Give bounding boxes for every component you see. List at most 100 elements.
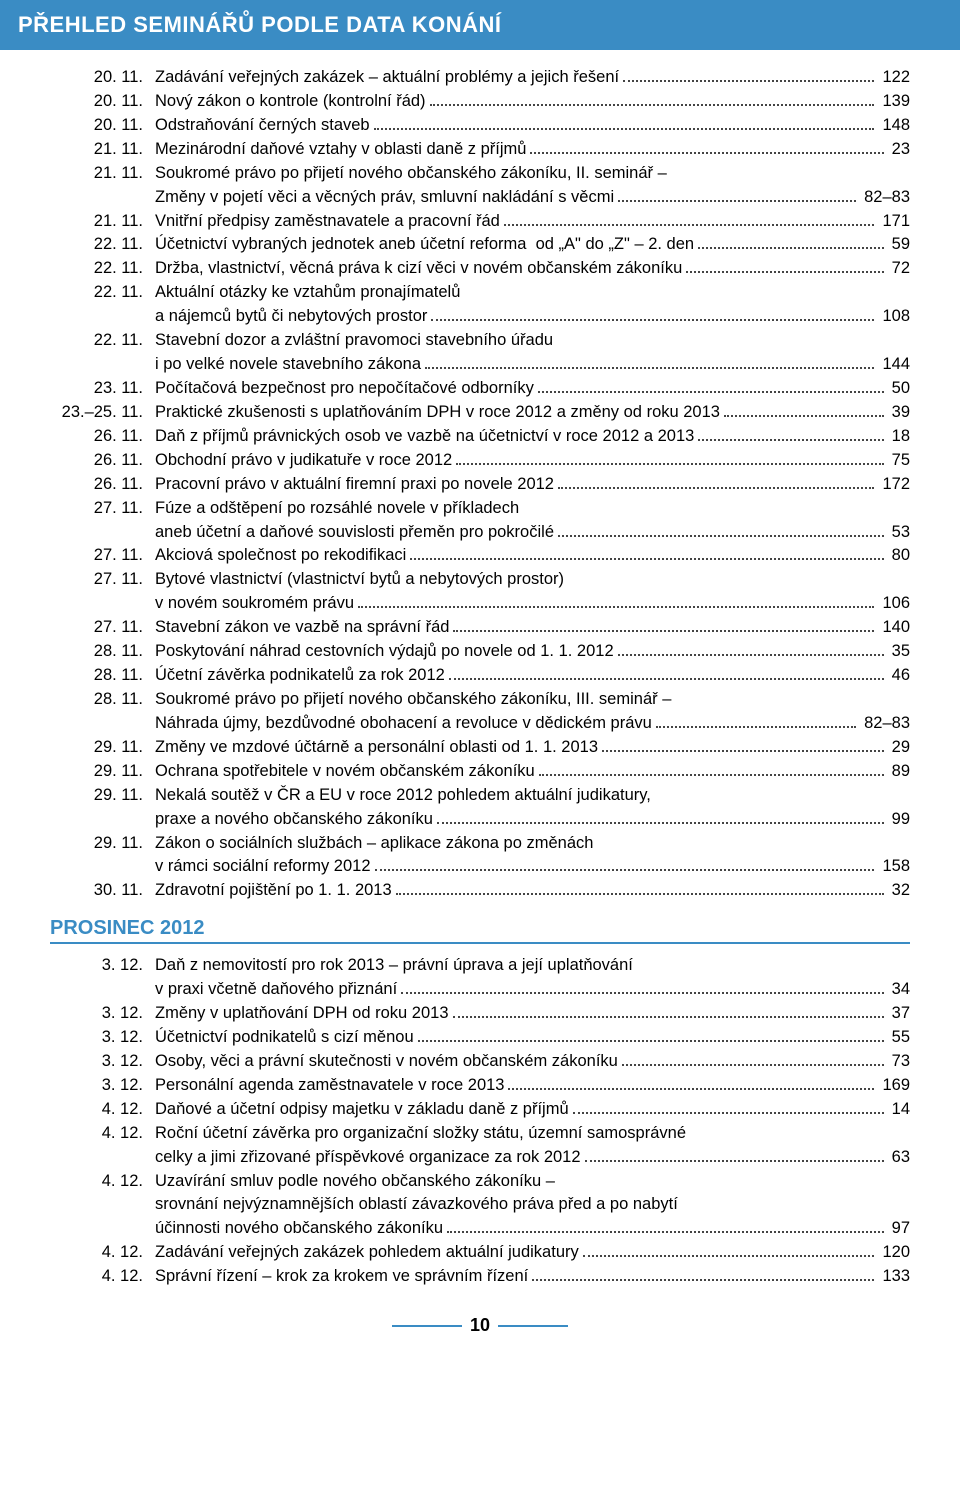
toc-entry-line: v praxi včetně daňového přiznání34: [155, 978, 910, 1002]
toc-entry-text: Osoby, věci a právní skutečnosti v novém…: [155, 1050, 910, 1074]
toc-entry-title: Mezinárodní daňové vztahy v oblasti daně…: [155, 138, 526, 162]
toc-entry-title: Zadávání veřejných zakázek – aktuální pr…: [155, 66, 619, 90]
toc-entry-page: 139: [878, 90, 910, 114]
toc-entry-page: 122: [878, 66, 910, 90]
toc-entry-title: Personální agenda zaměstnavatele v roce …: [155, 1074, 504, 1098]
toc-entry-date: 22. 11.: [50, 329, 155, 377]
toc-entry-line: v rámci sociální reformy 2012158: [155, 855, 910, 879]
toc-entry: 23. 11.Počítačová bezpečnost pro nepočít…: [50, 377, 910, 401]
toc-entry-line: Správní řízení – krok za krokem ve správ…: [155, 1265, 910, 1289]
toc-entry-date: 22. 11.: [50, 257, 155, 281]
toc-entry-date: 21. 11.: [50, 138, 155, 162]
toc-entry-page: 140: [878, 616, 910, 640]
toc-entry-line: Daň z příjmů právnických osob ve vazbě n…: [155, 425, 910, 449]
footer-rule-right: [498, 1325, 568, 1327]
toc-entry-title: Stavební dozor a zvláštní pravomoci stav…: [155, 329, 553, 353]
toc-entry-page: 144: [878, 353, 910, 377]
toc-leader: [583, 1242, 875, 1257]
toc-entry-text: Mezinárodní daňové vztahy v oblasti daně…: [155, 138, 910, 162]
toc-entry-line: Osoby, věci a právní skutečnosti v novém…: [155, 1050, 910, 1074]
toc-leader: [538, 378, 884, 393]
toc-entry-date: 28. 11.: [50, 664, 155, 688]
toc-entry-text: Účetní závěrka podnikatelů za rok 201246: [155, 664, 910, 688]
toc-entry: 20. 11.Zadávání veřejných zakázek – aktu…: [50, 66, 910, 90]
toc-entry-title: Změny v pojetí věci a věcných práv, smlu…: [155, 186, 614, 210]
toc-entry-text: Nový zákon o kontrole (kontrolní řád)139: [155, 90, 910, 114]
toc-leader: [622, 1051, 884, 1066]
toc-entry-line: Držba, vlastnictví, věcná práva k cizí v…: [155, 257, 910, 281]
toc-entry-text: Počítačová bezpečnost pro nepočítačové o…: [155, 377, 910, 401]
toc-leader: [539, 761, 884, 776]
toc-entry-line: Nový zákon o kontrole (kontrolní řád)139: [155, 90, 910, 114]
toc-entry-title: Nekalá soutěž v ČR a EU v roce 2012 pohl…: [155, 784, 651, 808]
toc-entry-text: Soukromé právo po přijetí nového občansk…: [155, 688, 910, 736]
toc-entry-text: Stavební dozor a zvláštní pravomoci stav…: [155, 329, 910, 377]
toc-entry-date: 4. 12.: [50, 1265, 155, 1289]
toc-entry: 26. 11.Pracovní právo v aktuální firemní…: [50, 473, 910, 497]
toc-entry-line: Stavební zákon ve vazbě na správní řád14…: [155, 616, 910, 640]
toc-entry-page: 34: [888, 978, 910, 1002]
toc-leader: [573, 1099, 884, 1114]
toc-entry-date: 29. 11.: [50, 784, 155, 832]
toc-leader: [532, 1266, 874, 1281]
toc-entry-line: Vnitřní předpisy zaměstnavatele a pracov…: [155, 210, 910, 234]
toc-leader: [396, 881, 884, 896]
toc-entry-date: 20. 11.: [50, 114, 155, 138]
toc-entry-line: praxe a nového občanského zákoníku99: [155, 808, 910, 832]
toc-entry-line: Aktuální otázky ke vztahům pronajímatelů: [155, 281, 910, 305]
toc-entry-title: v novém soukromém právu: [155, 592, 354, 616]
toc-entry-title: Osoby, věci a právní skutečnosti v novém…: [155, 1050, 618, 1074]
toc-entry-title: Náhrada újmy, bezdůvodné obohacení a rev…: [155, 712, 652, 736]
toc-entry: 27. 11.Fúze a odštěpení po rozsáhlé nove…: [50, 497, 910, 545]
toc-entry: 28. 11.Poskytování náhrad cestovních výd…: [50, 640, 910, 664]
toc-entry-line: účinnosti nového občanského zákoníku97: [155, 1217, 910, 1241]
toc-entry-page: 37: [888, 1002, 910, 1026]
toc-entry-title: Soukromé právo po přijetí nového občansk…: [155, 162, 667, 186]
toc-entry-title: srovnání nejvýznamnějších oblastí závazk…: [155, 1193, 678, 1217]
toc-entry-title: Uzavírání smluv podle nového občanského …: [155, 1170, 555, 1194]
toc-entry-text: Praktické zkušenosti s uplatňováním DPH …: [155, 401, 910, 425]
toc-entry-date: 29. 11.: [50, 832, 155, 880]
toc-entry-title: Správní řízení – krok za krokem ve správ…: [155, 1265, 528, 1289]
toc-entry: 26. 11.Daň z příjmů právnických osob ve …: [50, 425, 910, 449]
toc-entry-line: celky a jimi zřizované příspěvkové organ…: [155, 1146, 910, 1170]
toc-entry-date: 28. 11.: [50, 640, 155, 664]
toc-entry: 27. 11.Stavební zákon ve vazbě na správn…: [50, 616, 910, 640]
toc-entry-text: Akciová společnost po rekodifikaci80: [155, 544, 910, 568]
toc-leader: [698, 235, 884, 250]
page-header-title: PŘEHLED SEMINÁŘŮ PODLE DATA KONÁNÍ: [18, 12, 502, 37]
toc-entry-page: 169: [878, 1074, 910, 1098]
toc-entry-title: účinnosti nového občanského zákoníku: [155, 1217, 443, 1241]
toc-entry-line: Změny ve mzdové účtárně a personální obl…: [155, 736, 910, 760]
toc-entry: 22. 11.Účetnictví vybraných jednotek ane…: [50, 233, 910, 257]
toc-leader: [508, 1075, 874, 1090]
toc-entry-line: Uzavírání smluv podle nového občanského …: [155, 1170, 910, 1194]
toc-entry-title: Fúze a odštěpení po rozsáhlé novele v př…: [155, 497, 519, 521]
toc-entry-line: Zadávání veřejných zakázek – aktuální pr…: [155, 66, 910, 90]
toc-leader: [558, 522, 884, 537]
toc-leader: [558, 474, 874, 489]
toc-entry-text: Pracovní právo v aktuální firemní praxi …: [155, 473, 910, 497]
toc-entry-page: 148: [878, 114, 910, 138]
toc-entry-text: Personální agenda zaměstnavatele v roce …: [155, 1074, 910, 1098]
toc-entry-title: aneb účetní a daňové souvislosti přeměn …: [155, 521, 554, 545]
toc-entry-line: Zdravotní pojištění po 1. 1. 201332: [155, 879, 910, 903]
toc-leader: [656, 713, 856, 728]
toc-entry-date: 3. 12.: [50, 1050, 155, 1074]
toc-entry-page: 39: [888, 401, 910, 425]
toc-entry-date: 29. 11.: [50, 736, 155, 760]
toc-leader: [375, 857, 875, 872]
toc-entry: 3. 12.Účetnictví podnikatelů s cizí měno…: [50, 1026, 910, 1050]
toc-entry-page: 72: [888, 257, 910, 281]
toc-entry-text: Bytové vlastnictví (vlastnictví bytů a n…: [155, 568, 910, 616]
toc-entry-date: 3. 12.: [50, 1074, 155, 1098]
toc-entry-line: Akciová společnost po rekodifikaci80: [155, 544, 910, 568]
toc-leader: [618, 187, 856, 202]
footer-rule-left: [392, 1325, 462, 1327]
toc-entry-title: Změny v uplatňování DPH od roku 2013: [155, 1002, 449, 1026]
toc-entry-page: 82–83: [860, 186, 910, 210]
toc-entry-date: 27. 11.: [50, 616, 155, 640]
toc-entry: 22. 11.Aktuální otázky ke vztahům pronaj…: [50, 281, 910, 329]
toc-entry-title: Vnitřní předpisy zaměstnavatele a pracov…: [155, 210, 500, 234]
toc-entry: 28. 11.Soukromé právo po přijetí nového …: [50, 688, 910, 736]
